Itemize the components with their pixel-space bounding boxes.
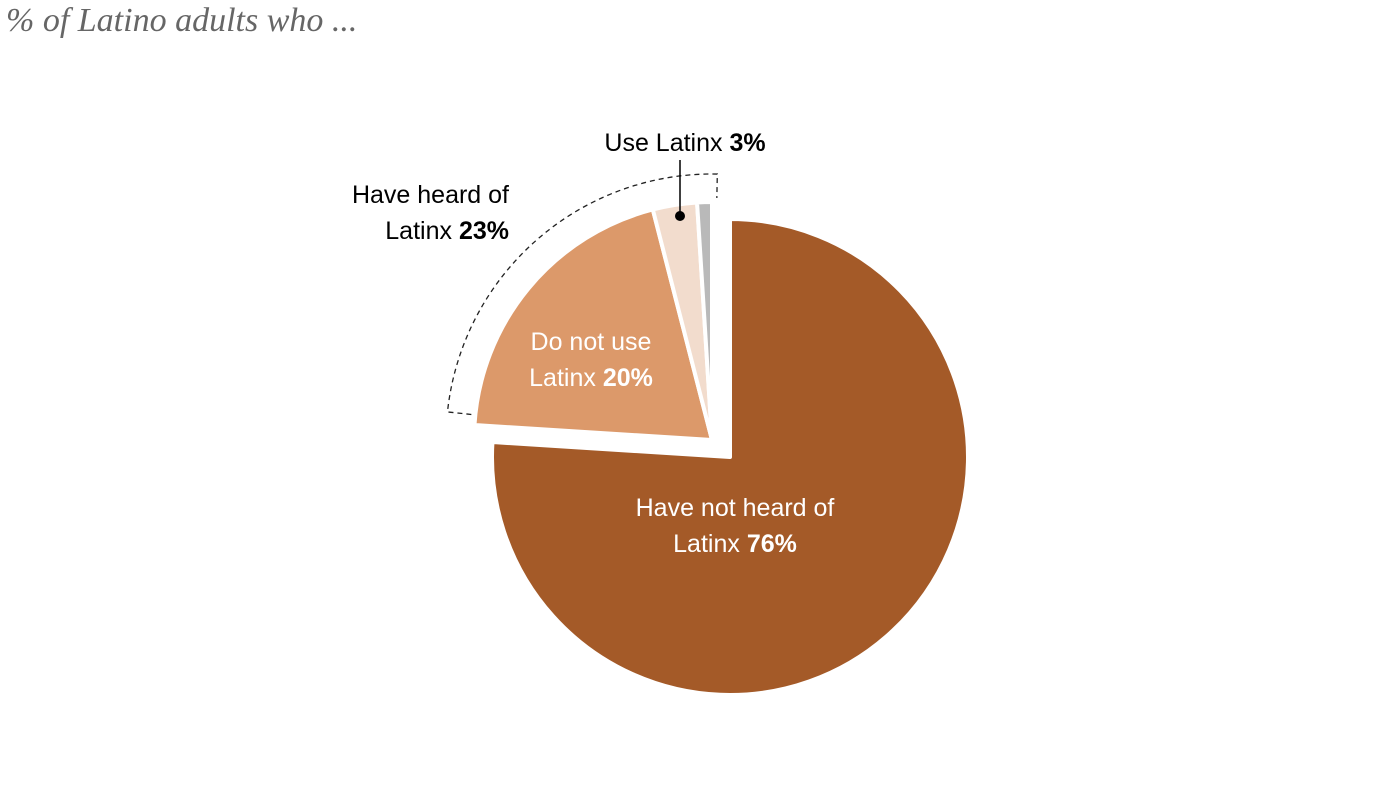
slice-label: Have not heard of Latinx 76% bbox=[620, 490, 850, 562]
slice-value: 20% bbox=[602, 364, 653, 392]
chart-title: % of Latino adults who ... bbox=[6, 2, 358, 39]
slice-value: 3% bbox=[729, 129, 766, 157]
slice-name: Use Latinx bbox=[604, 129, 723, 157]
slice-name: Have not heard of Latinx bbox=[635, 494, 835, 558]
annotation-bracket bbox=[446, 173, 718, 416]
slice-label: Do not use Latinx 20% bbox=[501, 324, 681, 396]
pie-slice bbox=[695, 200, 714, 442]
leader-dot bbox=[675, 211, 685, 221]
annotation-text: Have heard of Latinx bbox=[351, 181, 509, 245]
slice-value: 76% bbox=[746, 530, 797, 558]
pie-slice bbox=[490, 217, 970, 697]
pie-slice bbox=[472, 207, 714, 442]
slice-label: Use Latinx 3% bbox=[555, 125, 815, 161]
slice-name: Do not use Latinx bbox=[529, 328, 652, 392]
annotation-label: Have heard of Latinx 23% bbox=[309, 177, 509, 249]
annotation-value: 23% bbox=[458, 217, 509, 245]
